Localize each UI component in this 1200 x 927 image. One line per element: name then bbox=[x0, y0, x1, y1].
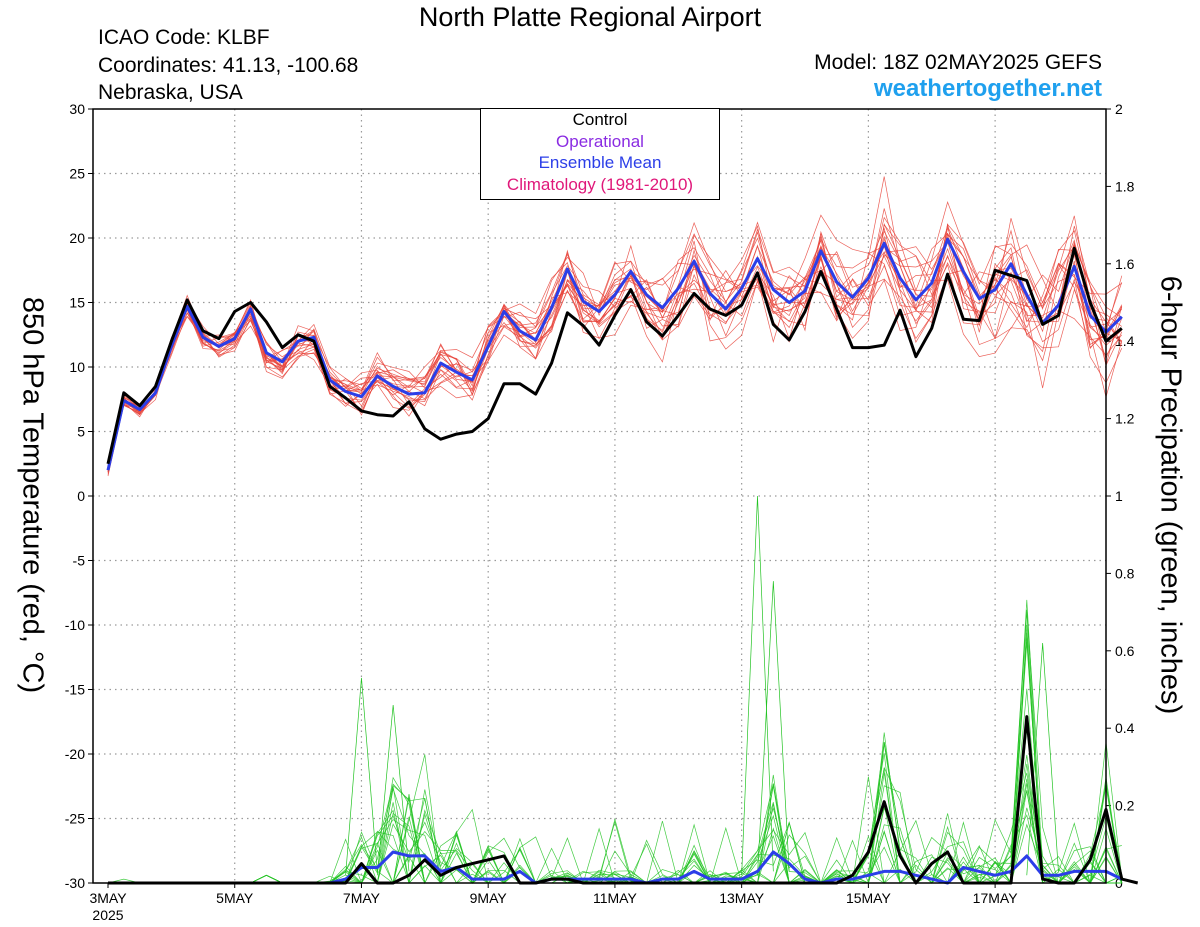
precip-member-line bbox=[108, 772, 1122, 884]
precip-member-line bbox=[108, 742, 1123, 884]
temperature-member-line bbox=[107, 234, 1123, 470]
x-tick-label: 13MAY bbox=[719, 890, 765, 906]
precip-member-line bbox=[108, 726, 1123, 884]
y-tick-label-left: 5 bbox=[77, 424, 85, 440]
x-tick-label: 7MAY bbox=[343, 890, 381, 906]
precip-member-line bbox=[108, 729, 1123, 885]
temperature-member-line bbox=[107, 208, 1123, 470]
precip-member-line bbox=[108, 772, 1123, 884]
temperature-member-line bbox=[107, 233, 1123, 474]
y-tick-label-left: 25 bbox=[69, 166, 85, 182]
y-tick-label-left: -15 bbox=[65, 682, 85, 698]
legend-item-operational: Operational bbox=[556, 131, 644, 151]
y-tick-label-left: -5 bbox=[73, 553, 86, 569]
coordinates: Coordinates: 41.13, -100.68 bbox=[98, 54, 359, 77]
site-link[interactable]: weathertogether.net bbox=[873, 75, 1102, 102]
precip-member-spike bbox=[741, 495, 774, 876]
x-tick-label: 5MAY bbox=[216, 890, 254, 906]
region: Nebraska, USA bbox=[98, 81, 243, 104]
y-tick-label-left: -10 bbox=[65, 617, 85, 633]
legend-item-climatology: Climatology (1981-2010) bbox=[506, 174, 694, 194]
legend-item-control: Control bbox=[572, 110, 628, 129]
precip-member-line bbox=[108, 609, 1123, 884]
temperature-member-line bbox=[107, 230, 1123, 468]
y-axis-label-left: 850 hPa Temperature (red, °C) bbox=[16, 296, 49, 694]
temperature-member-line bbox=[107, 225, 1123, 477]
temperature-member-line bbox=[107, 223, 1123, 467]
y-tick-label-right: 2 bbox=[1115, 101, 1123, 117]
y-tick-label-right: 1.4 bbox=[1115, 333, 1135, 349]
y-tick-label-left: 15 bbox=[69, 295, 85, 311]
y-tick-label-right: 1.6 bbox=[1115, 256, 1135, 272]
temperature-member-line bbox=[107, 216, 1123, 469]
x-tick-label: 17MAY bbox=[973, 890, 1019, 906]
y-tick-label-right: 1 bbox=[1115, 488, 1123, 504]
legend-item-ensemble-mean: Ensemble Mean bbox=[538, 153, 662, 172]
x-tick-label: 11MAY bbox=[593, 890, 637, 906]
y-tick-label-right: 0.2 bbox=[1115, 798, 1135, 814]
y-tick-label-right: 0.8 bbox=[1115, 565, 1135, 581]
legend: Control Operational Ensemble Mean Climat… bbox=[480, 108, 720, 200]
ensemble-mean-temperature-line bbox=[106, 237, 1123, 471]
y-tick-label-right: 0.4 bbox=[1115, 720, 1135, 736]
precip-member-line bbox=[108, 742, 1122, 885]
precip-member-spike bbox=[1026, 643, 1059, 876]
control-temperature-line bbox=[106, 246, 1123, 465]
y-tick-label-left: -20 bbox=[65, 746, 85, 762]
y-tick-label-left: 0 bbox=[77, 488, 85, 504]
y-tick-label-right: 1.8 bbox=[1115, 178, 1135, 194]
model-run: Model: 18Z 02MAY2025 GEFS bbox=[814, 51, 1102, 74]
y-tick-label-left: 10 bbox=[69, 359, 85, 375]
precip-member-spike bbox=[345, 677, 378, 876]
y-tick-label-left: 20 bbox=[69, 230, 85, 246]
precip-member-spike bbox=[757, 581, 790, 876]
chart-title: North Platte Regional Airport bbox=[418, 2, 762, 32]
precip-member-spike bbox=[376, 704, 410, 876]
icao-code: ICAO Code: KLBF bbox=[98, 26, 270, 49]
y-tick-label-left: 30 bbox=[69, 101, 85, 117]
x-tick-label: 15MAY bbox=[846, 890, 892, 906]
x-tick-sublabel: 2025 bbox=[92, 907, 123, 923]
control-precip-line bbox=[108, 715, 1139, 885]
temperature-member-line bbox=[107, 176, 1123, 471]
x-tick-label: 3MAY bbox=[89, 890, 127, 906]
y-tick-label-right: 0.6 bbox=[1115, 643, 1135, 659]
y-tick-label-left: -30 bbox=[65, 875, 85, 891]
temperature-member-line bbox=[107, 243, 1123, 467]
x-tick-label: 9MAY bbox=[470, 890, 508, 906]
y-tick-label-left: -25 bbox=[65, 811, 85, 827]
y-axis-label-right: 6-hour Precipation (green, inches) bbox=[1154, 275, 1187, 715]
y-tick-label-right: 1.2 bbox=[1115, 411, 1135, 427]
